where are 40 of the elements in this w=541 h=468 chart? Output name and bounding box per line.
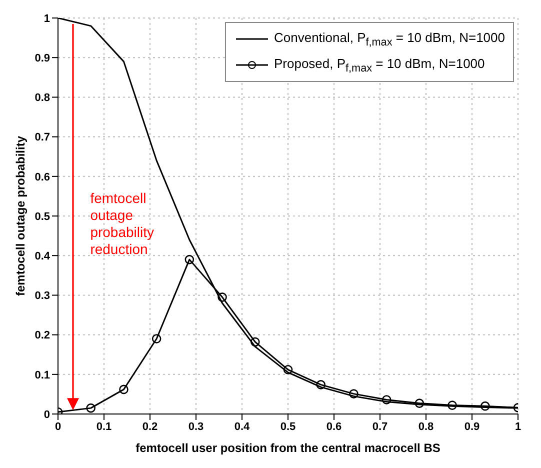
point [119,384,128,394]
x-tick-label: 0.7 [372,420,388,433]
y-tick-label: 1 [44,12,50,25]
point [283,365,293,374]
point [414,398,424,408]
x-tick-label: 0.4 [234,420,251,433]
legend-label: Conventional, P$_{f,max}$ = 10 dBm, N=1000 [274,30,505,48]
x-tick-label: 0.1 [96,420,112,433]
y-tick-label: 0.7 [34,132,50,144]
x-tick-label: 0 [54,420,62,433]
y-tick-label: 0.9 [34,52,50,65]
x-tick-label: 0.3 [188,420,204,433]
y-tick-label: 0.1 [34,369,50,382]
annotation: femtocell outage probability reduction [90,190,156,258]
y-tick-label: 0.6 [34,171,50,184]
x-tick-label: 0.8 [418,420,434,433]
x-tick-label: 0.5 [280,420,296,433]
point [480,401,490,411]
point [86,403,96,413]
x-tick-label: 1 [514,420,522,433]
y-tick-label: 0.3 [34,290,50,302]
y-tick-label: 0 [44,408,50,421]
x-tick-label: 0.6 [326,420,342,433]
point [349,389,358,398]
x-tick-label: 0.9 [464,420,480,433]
point [316,380,326,390]
y-axis-title: femtocell outage probability [13,136,28,296]
y-tick-label: 0.8 [34,92,50,104]
point [152,334,162,344]
y-tick-label: 0.5 [34,210,50,223]
point [218,292,227,302]
point [382,395,392,404]
point [250,337,260,347]
point [448,400,457,410]
point [184,254,194,264]
x-axis-title: femtocell user position from the central macrocell BS [136,441,440,455]
y-tick-label: 0.2 [34,330,50,342]
legend-label: Proposed, P$_{f,max}$ = 10 dBm, N=1000 [274,56,485,74]
x-tick-label: 0.2 [142,420,158,433]
y-tick-label: 0.4 [34,250,51,263]
